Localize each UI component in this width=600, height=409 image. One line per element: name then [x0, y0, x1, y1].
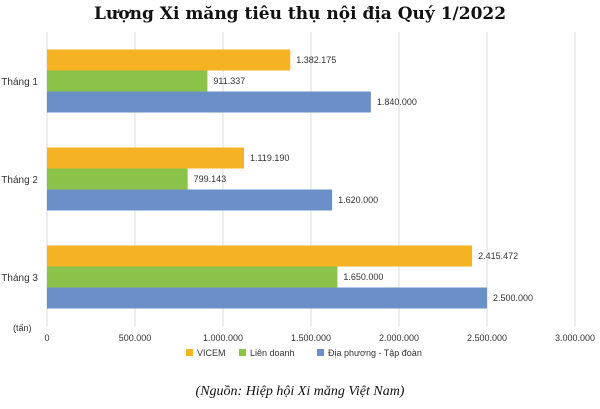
- bar-vicem-2: [47, 147, 244, 169]
- x-tick-label: 0: [44, 333, 49, 343]
- legend: VICEM Liên doanh Địa phương - Tập đoàn: [186, 348, 422, 358]
- bar-li-n-doanh-3: [47, 266, 338, 288]
- legend-label: VICEM: [197, 348, 226, 358]
- bar--a-ph-ng-t-p-o-n-2: [47, 189, 333, 211]
- bar--a-ph-ng-t-p-o-n-3: [47, 287, 487, 309]
- chart-title: Lượng Xi măng tiêu thụ nội địa Quý 1/202…: [93, 4, 507, 24]
- bar-vicem-3: [47, 245, 473, 267]
- bar-chart: 1.382.175 911.337 1.840.000 1.119.190 799.14…: [1, 32, 595, 358]
- x-tick-label: 3.000.000: [555, 333, 595, 343]
- legend-swatch: [239, 349, 246, 356]
- x-tick-label: 500.000: [119, 333, 152, 343]
- x-tick-labels: 0 500.000 1.000.000 1.500.000 2.000.000 2.500…: [13, 323, 595, 343]
- data-label: 911.337: [213, 76, 245, 86]
- bar--a-ph-ng-t-p-o-n-1: [47, 91, 371, 113]
- source-note: (Nguồn: Hiệp hội Xi măng Việt Nam): [195, 384, 405, 399]
- category-label: Tháng 1: [1, 77, 38, 88]
- data-labels: 1.382.175 911.337 1.840.000 1.119.190 799.14…: [194, 55, 533, 303]
- bars: [47, 49, 487, 309]
- data-label: 1.119.190: [250, 153, 289, 163]
- legend-swatch: [186, 349, 193, 356]
- data-label: 799.143: [194, 174, 227, 184]
- legend-swatch: [317, 349, 324, 356]
- legend-label: Địa phương - Tập đoàn: [328, 348, 422, 358]
- data-label: 1.840.000: [377, 97, 417, 107]
- data-label: 1.650.000: [343, 272, 383, 282]
- data-label: 1.382.175: [296, 55, 336, 65]
- category-label: Tháng 2: [1, 175, 38, 186]
- data-label: 1.620.000: [338, 195, 378, 205]
- data-label: 2.415.472: [478, 251, 518, 261]
- x-tick-label: 2.000.000: [379, 333, 419, 343]
- bar-vicem-1: [47, 49, 291, 71]
- unit-label: (tấn): [13, 323, 32, 333]
- data-label: 2.500.000: [493, 293, 533, 303]
- category-labels: Tháng 1 Tháng 2 Tháng 3: [1, 77, 38, 284]
- legend-label: Liên doanh: [250, 348, 295, 358]
- bar-li-n-doanh-1: [47, 70, 208, 92]
- category-label: Tháng 3: [1, 273, 38, 284]
- x-tick-label: 2.500.000: [467, 333, 507, 343]
- bar-li-n-doanh-2: [47, 168, 188, 190]
- x-tick-label: 1.500.000: [291, 333, 331, 343]
- x-tick-label: 1.000.000: [203, 333, 243, 343]
